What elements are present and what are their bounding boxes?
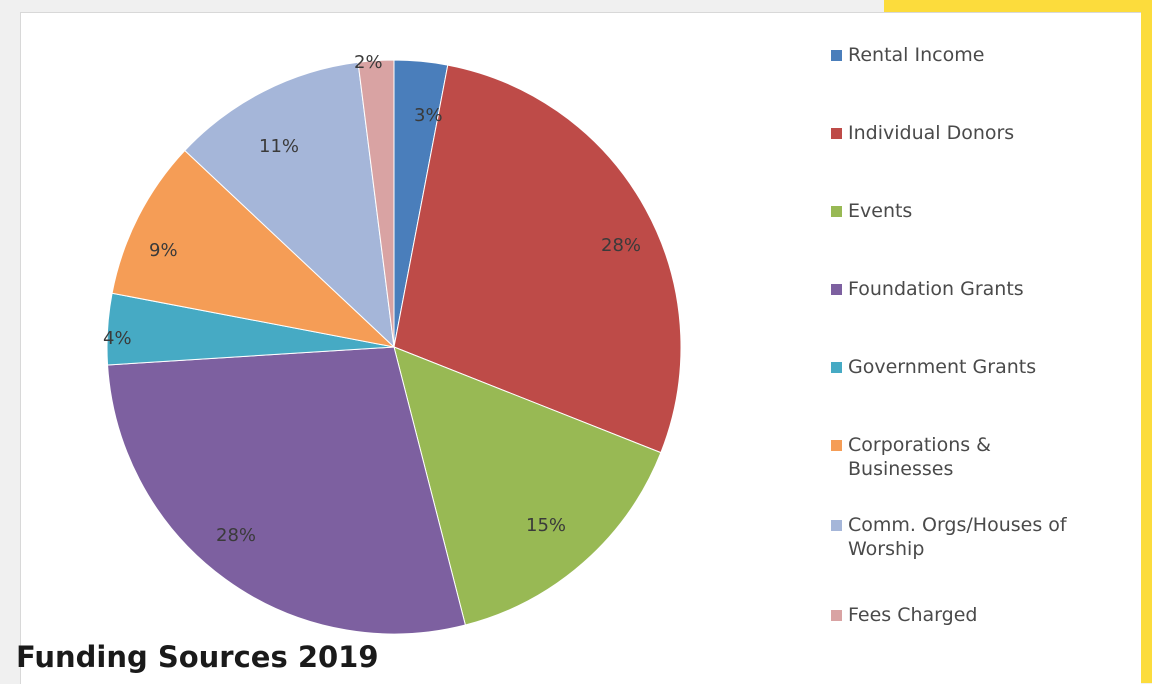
- legend-swatch: [831, 520, 842, 531]
- pie-slice-foundation-grants: [107, 346, 466, 635]
- legend-swatch: [831, 440, 842, 451]
- pie-slice-individual-donors: [393, 64, 682, 454]
- legend-item: Comm. Orgs/Houses of Worship: [831, 513, 1131, 561]
- slice-data-label: 28%: [601, 235, 641, 256]
- legend-item: Rental Income: [831, 43, 984, 67]
- legend-item: Fees Charged: [831, 603, 977, 627]
- legend-label: Corporations & Businesses: [848, 434, 991, 480]
- slice-data-label: 11%: [259, 136, 299, 157]
- pie-chart: 3% 28% 15% 28% 4% 9% 11% 2%: [103, 52, 682, 635]
- legend-label: Individual Donors: [848, 122, 1015, 144]
- pie-slice-comm-orgs-houses-of-worship: [184, 61, 395, 349]
- slice-data-label: 3%: [414, 105, 443, 126]
- pie-slice-fees-charged: [357, 59, 395, 348]
- pie-slice-events: [393, 346, 662, 626]
- legend-swatch: [831, 50, 842, 61]
- pie-slice-corporations-businesses: [111, 149, 396, 348]
- legend-item: Corporations & Businesses: [831, 433, 1038, 481]
- legend-label: Fees Charged: [848, 604, 978, 626]
- chart-title: Funding Sources 2019: [16, 640, 379, 674]
- legend-label: Government Grants: [848, 356, 1037, 378]
- legend-label: Comm. Orgs/Houses of Worship: [848, 514, 1067, 560]
- legend-item: Foundation Grants: [831, 277, 1024, 301]
- legend-item: Individual Donors: [831, 121, 1014, 145]
- legend-swatch: [831, 284, 842, 295]
- slice-data-label: 2%: [354, 52, 383, 73]
- slice-data-label: 9%: [149, 240, 178, 261]
- slice-data-label: 4%: [103, 328, 132, 349]
- legend-swatch: [831, 128, 842, 139]
- legend-swatch: [831, 362, 842, 373]
- legend-swatch: [831, 610, 842, 621]
- accent-strip-top: [884, 0, 1152, 12]
- legend-item: Events: [831, 199, 912, 223]
- legend-label: Events: [848, 200, 913, 222]
- legend-label: Rental Income: [848, 44, 985, 66]
- legend-item: Government Grants: [831, 355, 1036, 379]
- chart-panel: 3% 28% 15% 28% 4% 9% 11% 2% Rental Income Indivi…: [20, 12, 1141, 684]
- legend-swatch: [831, 206, 842, 217]
- legend-label: Foundation Grants: [848, 278, 1024, 300]
- slice-data-label: 28%: [216, 525, 256, 546]
- accent-strip-right: [1140, 0, 1152, 683]
- slice-data-label: 15%: [526, 515, 566, 536]
